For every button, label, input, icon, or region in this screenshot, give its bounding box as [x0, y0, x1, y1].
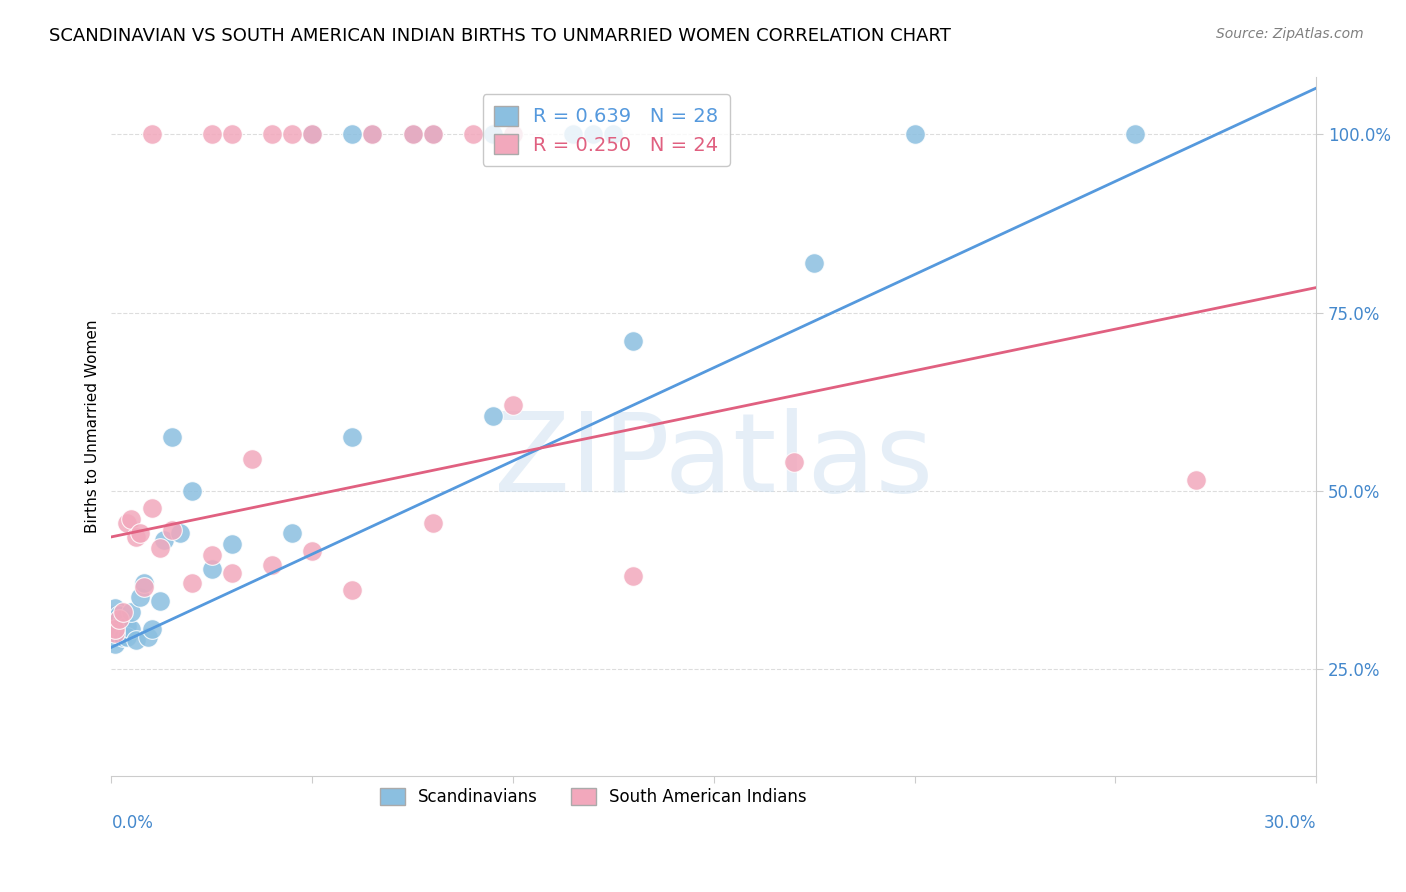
Point — [149, 594, 172, 608]
Point — [132, 580, 155, 594]
Point — [482, 409, 505, 423]
Point — [221, 537, 243, 551]
Point — [301, 128, 323, 142]
Point — [342, 430, 364, 444]
Point — [108, 608, 131, 623]
Point — [342, 128, 364, 142]
Point — [281, 526, 304, 541]
Point — [783, 455, 806, 469]
Point — [117, 630, 139, 644]
Point — [903, 128, 925, 142]
Point — [260, 558, 283, 573]
Point — [121, 623, 143, 637]
Text: 0.0%: 0.0% — [111, 814, 153, 832]
Point — [301, 544, 323, 558]
Point — [128, 526, 150, 541]
Point — [221, 128, 243, 142]
Point — [117, 619, 139, 633]
Point — [201, 128, 224, 142]
Point — [361, 128, 384, 142]
Point — [121, 512, 143, 526]
Point — [502, 128, 524, 142]
Point — [342, 583, 364, 598]
Point — [104, 601, 127, 615]
Point — [108, 623, 131, 637]
Point — [623, 569, 645, 583]
Point — [108, 612, 131, 626]
Point — [180, 576, 202, 591]
Point — [152, 533, 174, 548]
Point — [149, 541, 172, 555]
Text: 30.0%: 30.0% — [1264, 814, 1316, 832]
Point — [401, 128, 423, 142]
Point — [201, 548, 224, 562]
Point — [461, 128, 484, 142]
Point — [401, 128, 423, 142]
Point — [301, 128, 323, 142]
Point — [104, 637, 127, 651]
Point — [201, 562, 224, 576]
Point — [141, 501, 163, 516]
Point — [240, 451, 263, 466]
Point — [124, 633, 146, 648]
Point — [422, 516, 444, 530]
Point — [104, 626, 127, 640]
Point — [281, 128, 304, 142]
Text: ZIPatlas: ZIPatlas — [494, 408, 934, 515]
Point — [124, 530, 146, 544]
Point — [260, 128, 283, 142]
Point — [623, 334, 645, 348]
Point — [602, 128, 624, 142]
Point — [1184, 473, 1206, 487]
Point — [141, 128, 163, 142]
Legend: Scandinavians, South American Indians: Scandinavians, South American Indians — [373, 781, 814, 813]
Point — [128, 591, 150, 605]
Point — [502, 398, 524, 412]
Point — [160, 430, 183, 444]
Point — [103, 615, 125, 630]
Point — [482, 128, 505, 142]
Point — [180, 483, 202, 498]
Point — [582, 128, 605, 142]
Point — [169, 526, 191, 541]
Point — [422, 128, 444, 142]
Point — [112, 612, 135, 626]
Point — [803, 255, 825, 269]
Point — [160, 523, 183, 537]
Point — [141, 623, 163, 637]
Text: Source: ZipAtlas.com: Source: ZipAtlas.com — [1216, 27, 1364, 41]
Point — [117, 516, 139, 530]
Point — [502, 128, 524, 142]
Y-axis label: Births to Unmarried Women: Births to Unmarried Women — [86, 319, 100, 533]
Point — [361, 128, 384, 142]
Point — [422, 128, 444, 142]
Point — [104, 623, 127, 637]
Point — [112, 605, 135, 619]
Point — [562, 128, 585, 142]
Point — [136, 630, 159, 644]
Point — [221, 566, 243, 580]
Point — [132, 576, 155, 591]
Point — [121, 605, 143, 619]
Point — [112, 630, 135, 644]
Point — [1125, 128, 1147, 142]
Text: SCANDINAVIAN VS SOUTH AMERICAN INDIAN BIRTHS TO UNMARRIED WOMEN CORRELATION CHAR: SCANDINAVIAN VS SOUTH AMERICAN INDIAN BI… — [49, 27, 950, 45]
